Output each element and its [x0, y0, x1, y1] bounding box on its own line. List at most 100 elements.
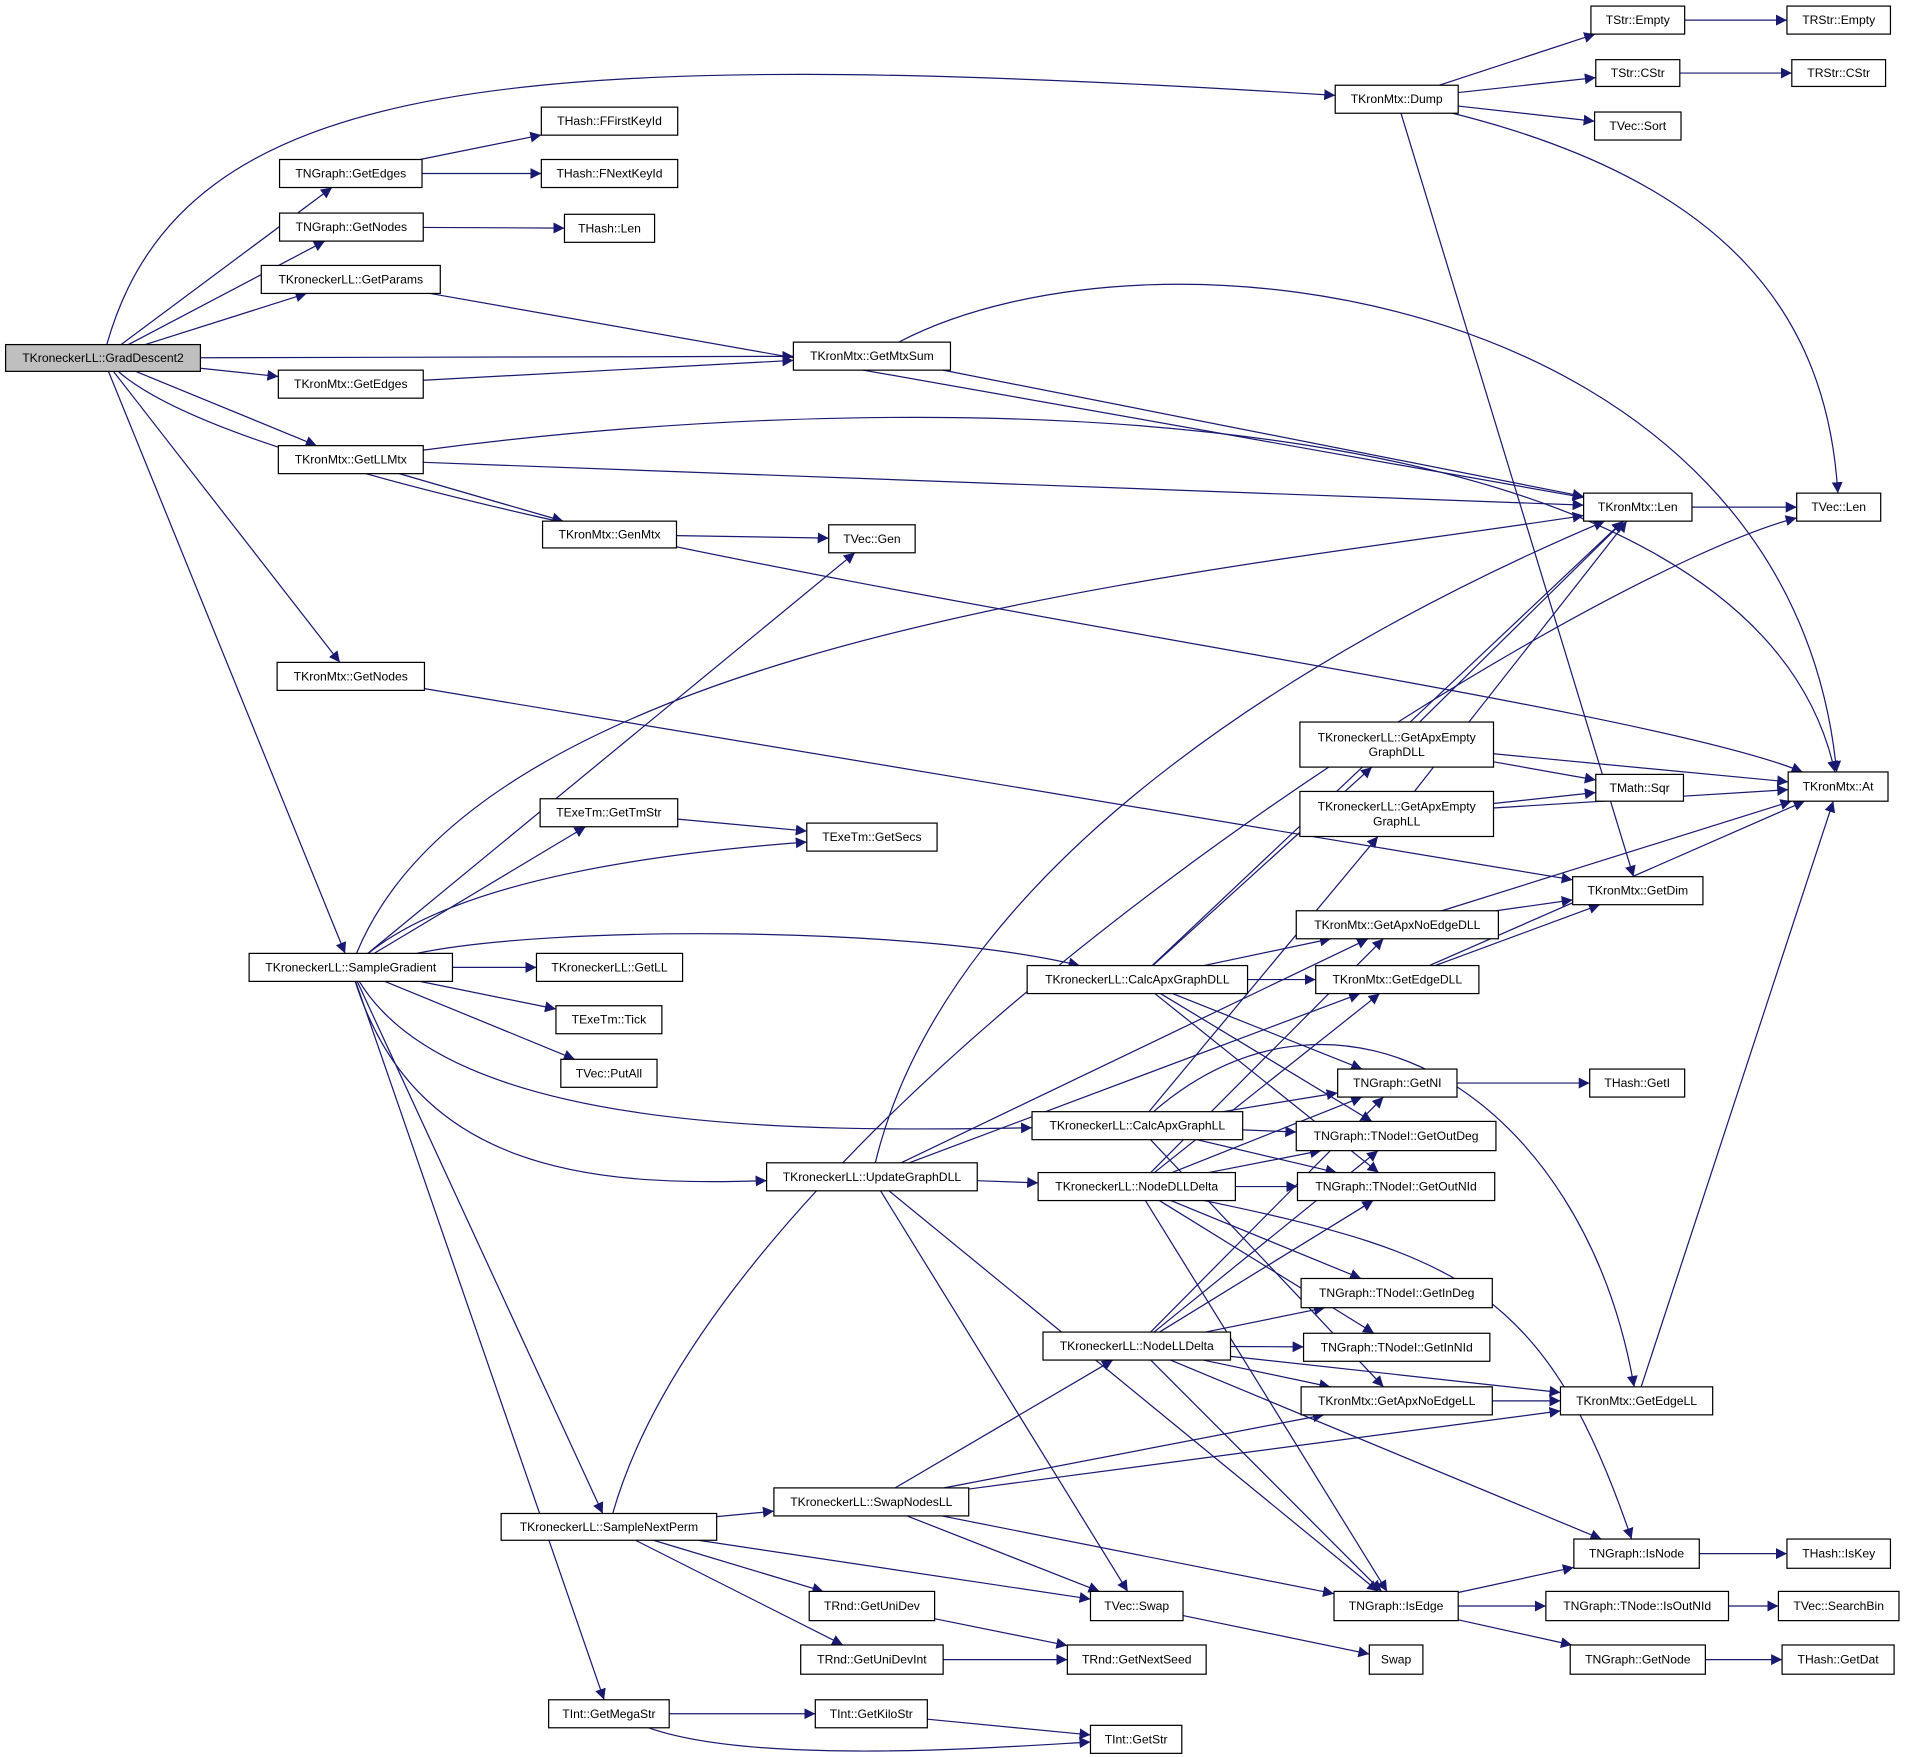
edge-texetm-gettmstr-to-texetm-getsecs: [677, 818, 807, 836]
node-tkronmtx-getnodes[interactable]: TKronMtx::GetNodes: [276, 661, 426, 691]
node-tkronmtx-getmtxsum[interactable]: TKronMtx::GetMtxSum: [792, 341, 952, 371]
node-box: [1299, 790, 1495, 838]
node-thash-len[interactable]: THash::Len: [563, 213, 656, 243]
node-tkronmtx-getllmtx[interactable]: TKronMtx::GetLLMtx: [277, 445, 424, 475]
node-trnd-getunidev[interactable]: TRnd::GetUniDev: [808, 1590, 936, 1622]
node-label: TKroneckerLL::CalcApxGraphDLL: [1045, 973, 1230, 987]
node-tint-getstr[interactable]: TInt::GetStr: [1089, 1724, 1183, 1754]
node-tkroneckerll-samplegradient[interactable]: TKroneckerLL::SampleGradient: [248, 952, 454, 982]
node-tngraph-getni[interactable]: TNGraph::GetNI: [1337, 1068, 1458, 1098]
node-tkronmtx-len[interactable]: TKronMtx::Len: [1583, 492, 1693, 522]
node-texetm-getsecs[interactable]: TExeTm::GetSecs: [806, 822, 938, 852]
node-tkronmtx-getapxnoedgell[interactable]: TKronMtx::GetApxNoEdgeLL: [1300, 1386, 1493, 1416]
node-label: TRnd::GetUniDevInt: [817, 1653, 927, 1667]
node-tkroneckerll-getll[interactable]: TKroneckerLL::GetLL: [535, 952, 684, 982]
node-tngraph-tnodei-getindeg[interactable]: TNGraph::TNodeI::GetInDeg: [1300, 1277, 1493, 1309]
node-tkroneckerll-samplenextperm[interactable]: TKroneckerLL::SampleNextPerm: [500, 1512, 718, 1541]
node-label: TInt::GetMegaStr: [562, 1707, 655, 1721]
node-tngraph-isedge[interactable]: TNGraph::IsEdge: [1333, 1590, 1459, 1622]
node-tngraph-isnode[interactable]: TNGraph::IsNode: [1573, 1538, 1700, 1569]
node-label: TKronMtx::Dump: [1351, 92, 1443, 106]
node-tstr-empty[interactable]: TStr::Empty: [1590, 5, 1686, 35]
node-tkroneckerll-getparams[interactable]: TKroneckerLL::GetParams: [260, 264, 441, 295]
node-tkronmtx-genmtx[interactable]: TKronMtx::GenMtx: [541, 520, 678, 549]
node-label: TRStr::CStr: [1807, 66, 1870, 80]
edge-tkroneckerll-getapxemptygraphdll-to-tkronmtx-at: [1493, 753, 1789, 787]
node-tkroneckerll-updategraphdll[interactable]: TKroneckerLL::UpdateGraphDLL: [765, 1162, 978, 1192]
node-thash-getdat[interactable]: THash::GetDat: [1781, 1644, 1895, 1675]
node-tngraph-tnodei-getoutnid[interactable]: TNGraph::TNodeI::GetOutNId: [1296, 1171, 1496, 1202]
edge-tkronmtx-dump-to-tvec-sort: [1458, 105, 1595, 126]
node-tstr-cstr[interactable]: TStr::CStr: [1595, 59, 1681, 88]
node-tkronmtx-dump[interactable]: TKronMtx::Dump: [1334, 84, 1459, 114]
node-tkronmtx-getedgell[interactable]: TKronMtx::GetEdgeLL: [1559, 1386, 1714, 1416]
edge-tkronmtx-getmtxsum-to-tkronmtx-len: [942, 369, 1584, 500]
node-tngraph-tnode-isoutnid[interactable]: TNGraph::TNode::IsOutNId: [1545, 1590, 1730, 1622]
node-label: TVec::PutAll: [576, 1066, 642, 1080]
node-tvec-swap[interactable]: TVec::Swap: [1089, 1590, 1184, 1622]
node-tkronmtx-at[interactable]: TKronMtx::At: [1787, 771, 1889, 802]
node-swap[interactable]: Swap: [1368, 1644, 1424, 1675]
node-tkronmtx-getdim[interactable]: TKronMtx::GetDim: [1572, 876, 1704, 906]
node-tngraph-getnode[interactable]: TNGraph::GetNode: [1569, 1644, 1706, 1675]
node-tvec-searchbin[interactable]: TVec::SearchBin: [1777, 1590, 1900, 1622]
node-tkroneckerll-graddescent2[interactable]: TKroneckerLL::GradDescent2: [4, 343, 202, 372]
edge-tint-getkilostr-to-tint-getstr: [927, 1718, 1091, 1740]
node-box: [1796, 492, 1882, 522]
node-tngraph-getedges[interactable]: TNGraph::GetEdges: [278, 158, 423, 189]
node-trstr-empty[interactable]: TRStr::Empty: [1786, 5, 1892, 35]
node-tvec-gen[interactable]: TVec::Gen: [828, 524, 916, 554]
node-tkroneckerll-swapnodesll[interactable]: TKroneckerLL::SwapNodesLL: [773, 1487, 970, 1517]
node-thash-geti[interactable]: THash::GetI: [1589, 1068, 1686, 1098]
node-label: TRnd::GetNextSeed: [1082, 1653, 1191, 1667]
edge-tkroneckerll-swapnodesll-to-tvec-swap: [906, 1515, 1100, 1593]
node-tkroneckerll-nodelldelta[interactable]: TKroneckerLL::NodeLLDelta: [1042, 1331, 1232, 1361]
node-thash-ffirstkeyid[interactable]: THash::FFirstKeyId: [540, 106, 679, 136]
node-texetm-gettmstr[interactable]: TExeTm::GetTmStr: [539, 798, 679, 828]
edge-tkroneckerll-nodelldelta-to-tkronmtx-getedgell: [1230, 1355, 1561, 1397]
node-tint-getmegastr[interactable]: TInt::GetMegaStr: [548, 1699, 670, 1729]
node-box: [276, 661, 426, 691]
node-label: TNGraph::IsEdge: [1349, 1599, 1444, 1613]
node-tkronmtx-getedges[interactable]: TKronMtx::GetEdges: [277, 369, 424, 399]
edge-tkroneckerll-nodelldelta-to-tngraph-isnode: [1170, 1359, 1602, 1540]
node-box: [541, 520, 678, 549]
edge-tkroneckerll-samplenextperm-to-tkroneckerll-swapnodesll: [716, 1506, 774, 1518]
node-texetm-tick[interactable]: TExeTm::Tick: [555, 1005, 663, 1035]
node-tmath-sqr[interactable]: TMath::Sqr: [1595, 773, 1685, 802]
node-box: [1595, 59, 1681, 88]
node-trnd-getnextseed[interactable]: TRnd::GetNextSeed: [1066, 1644, 1207, 1675]
edge-tkroneckerll-nodedlldelta-to-tngraph-tnodei-getinnid: [1159, 1200, 1375, 1334]
node-label: THash::FNextKeyId: [556, 167, 662, 181]
node-box: [800, 1644, 944, 1675]
node-tkroneckerll-calcapxgraphdll[interactable]: TKroneckerLL::CalcApxGraphDLL: [1026, 964, 1249, 995]
node-tvec-sort[interactable]: TVec::Sort: [1593, 111, 1682, 141]
node-trstr-cstr[interactable]: TRStr::CStr: [1791, 59, 1887, 88]
node-label: TNGraph::GetEdges: [295, 167, 406, 181]
edge-tkronmtx-getedgedll-to-tkronmtx-getdim: [1434, 903, 1601, 967]
node-trnd-getunidevint[interactable]: TRnd::GetUniDevInt: [800, 1644, 944, 1675]
node-label: TNGraph::TNodeI::GetOutDeg: [1314, 1129, 1479, 1143]
node-tkronmtx-getapxnoedgedll[interactable]: TKronMtx::GetApxNoEdgeDLL: [1295, 910, 1499, 940]
node-label: TKroneckerLL::SwapNodesLL: [790, 1495, 952, 1509]
node-tngraph-tnodei-getinnid[interactable]: TNGraph::TNodeI::GetInNId: [1302, 1332, 1491, 1362]
node-label: TVec::Swap: [1104, 1599, 1169, 1613]
node-box: [1787, 771, 1889, 802]
edge-tkroneckerll-calcapxgraphdll-to-tngraph-getni: [1172, 992, 1363, 1071]
node-tngraph-getnodes[interactable]: TNGraph::GetNodes: [278, 212, 424, 242]
node-tkronmtx-getedgedll[interactable]: TKronMtx::GetEdgeDLL: [1315, 964, 1480, 995]
node-tkroneckerll-nodedlldelta[interactable]: TKroneckerLL::NodeDLLDelta: [1037, 1171, 1236, 1202]
node-tngraph-tnodei-getoutdeg[interactable]: TNGraph::TNodeI::GetOutDeg: [1295, 1120, 1497, 1152]
node-label: TKroneckerLL::SampleGradient: [265, 960, 437, 974]
node-tkroneckerll-calcapxgraphll[interactable]: TKroneckerLL::CalcApxGraphLL: [1031, 1111, 1244, 1141]
node-label: TVec::Len: [1811, 500, 1866, 514]
node-thash-iskey[interactable]: THash::IsKey: [1786, 1538, 1892, 1569]
node-tint-getkilostr[interactable]: TInt::GetKiloStr: [814, 1699, 928, 1729]
node-tvec-len[interactable]: TVec::Len: [1796, 492, 1882, 522]
node-tvec-putall[interactable]: TVec::PutAll: [560, 1058, 658, 1088]
node-thash-fnextkeyid[interactable]: THash::FNextKeyId: [540, 158, 679, 189]
edge-tkroneckerll-graddescent2-to-tkronmtx-at: [117, 370, 1803, 773]
edge-tkroneckerll-graddescent2-to-tkroneckerll-getparams: [145, 291, 307, 346]
